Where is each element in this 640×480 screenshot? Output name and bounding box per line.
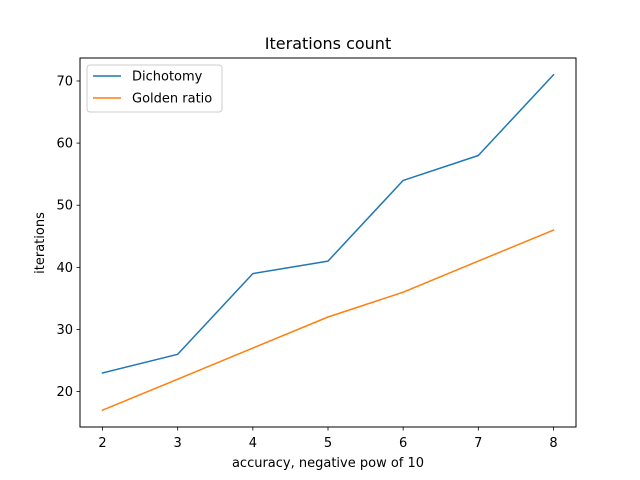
chart-title: Iterations count [265,34,391,53]
plot-frame [79,57,577,428]
y-tick-label: 70 [56,74,73,89]
y-tick-label: 40 [56,261,73,276]
x-axis-label: accuracy, negative pow of 10 [232,456,424,471]
x-tick-label: 5 [324,436,332,451]
legend-label-0: Dichotomy [132,70,203,85]
y-axis-label: iterations [33,212,48,274]
x-tick-label: 8 [549,436,557,451]
legend-label-1: Golden ratio [132,92,212,107]
y-tick-label: 60 [56,137,73,152]
legend: Dichotomy Golden ratio [86,64,223,113]
x-tick-label: 6 [399,436,407,451]
x-tick-label: 3 [174,436,182,451]
series-line-0 [101,73,555,374]
x-tick-label: 7 [474,436,482,451]
x-axis: 2 3 4 5 6 7 8 [98,427,558,451]
plot-area [101,73,555,412]
series-line-1 [101,229,555,412]
x-tick-label: 2 [98,436,106,451]
x-tick-label: 4 [249,436,257,451]
y-tick-label: 50 [56,199,73,214]
y-tick-label: 20 [56,385,73,400]
y-axis: 20 30 40 50 60 70 [56,74,80,400]
y-tick-label: 30 [56,323,73,338]
